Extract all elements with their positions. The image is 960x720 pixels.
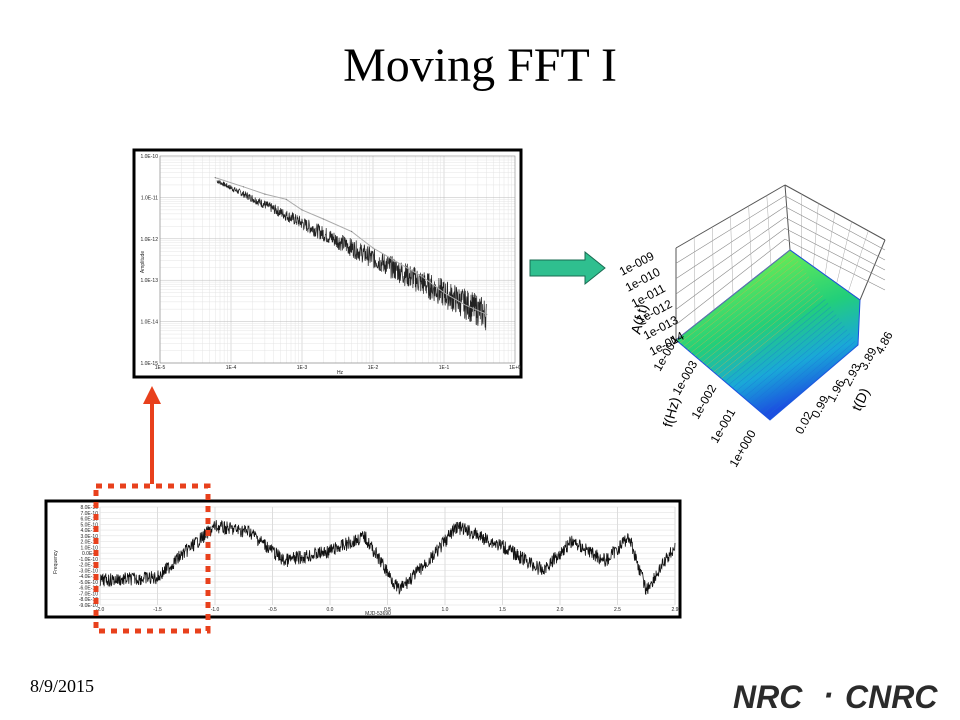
spectrum-x-tick: 1E-5 bbox=[155, 365, 166, 371]
spectrum-y-tick: 1.0E-14 bbox=[140, 320, 158, 326]
timeseries-x-label: MJD-53690 bbox=[365, 611, 391, 617]
timeseries-x-tick: 0.0 bbox=[327, 607, 334, 613]
spectrum-point bbox=[322, 218, 324, 220]
spectrum-y-label: Amplitude bbox=[140, 251, 146, 273]
spectrum-x-tick: 1E-4 bbox=[226, 365, 237, 371]
surface-lines bbox=[675, 249, 859, 421]
timeseries-y-tick: 3.0E-10 bbox=[80, 534, 98, 540]
timeseries-y-tick: -4.0E-10 bbox=[79, 574, 98, 580]
logo-right: CNRC bbox=[845, 679, 938, 715]
spectrum-x-tick: 1E-2 bbox=[368, 365, 379, 371]
spectrum-x-tick: 1E+0 bbox=[509, 365, 521, 371]
spectrum-chart: 1.0E-10 1.0E-11 1.0E-12 1.0E-13 1.0E-14 1.0E-… bbox=[132, 148, 523, 379]
spectrum-series bbox=[214, 177, 488, 315]
timeseries-y-tick: 2.0E-10 bbox=[80, 540, 98, 546]
timeseries-x-tick: 2.0 bbox=[557, 607, 564, 613]
timeseries-y-tick: -9.0E-10 bbox=[79, 603, 98, 609]
spectrum-point bbox=[486, 313, 488, 315]
surface-f-label: f(Hz) bbox=[659, 395, 682, 428]
timeseries-y-tick: -1.0E-10 bbox=[79, 557, 98, 563]
spectrum-point bbox=[422, 276, 424, 278]
surface-f-tick: 1e-003 bbox=[669, 358, 700, 398]
logo-sep: · bbox=[823, 677, 834, 713]
spectrum-point bbox=[301, 209, 303, 211]
spectrum-x-ticks: 1E-5 1E-4 1E-3 1E-2 1E-1 1E+0 bbox=[155, 365, 521, 371]
timeseries-grid bbox=[99, 506, 676, 606]
spectrum-y-tick: 1.0E-11 bbox=[141, 195, 158, 201]
spectrum-point bbox=[242, 186, 245, 188]
surface-f-tick: 1e-002 bbox=[688, 382, 719, 422]
spectrum-point bbox=[464, 304, 466, 306]
timeseries-y-tick: 7.0E-10 bbox=[80, 511, 98, 517]
slide-title: Moving FFT I bbox=[343, 39, 617, 92]
timeseries-y-tick: 1.0E-10 bbox=[80, 545, 98, 551]
spectrum-noise-trace bbox=[216, 179, 487, 331]
timeseries-x-tick: 1.0 bbox=[442, 607, 449, 613]
timeseries-x-tick: -1.5 bbox=[153, 607, 162, 613]
timeseries-y-ticks: 8.0E-107.0E-106.0E-105.0E-104.0E-103.0E-… bbox=[79, 505, 98, 609]
spectrum-point bbox=[351, 230, 353, 233]
spectrum-x-label: Hz bbox=[337, 370, 344, 376]
timeseries-x-tick: -2.0 bbox=[96, 607, 105, 613]
timeseries-y-tick: 0.0E+0 bbox=[82, 551, 98, 557]
surface-f-tick: 1e+000 bbox=[726, 427, 758, 469]
timeseries-x-ticks: -2.0 -1.5 -1.0 -0.5 0.0 0.5 1.0 1.5 2.0 2.5 2.9 bbox=[96, 607, 679, 613]
surface-t-label: t(D) bbox=[848, 385, 872, 413]
spectrum-y-tick: 1.0E-15 bbox=[140, 361, 158, 367]
timeseries-x-tick: 2.5 bbox=[614, 607, 621, 613]
timeseries-x-tick: 1.5 bbox=[499, 607, 506, 613]
timeseries-y-label: Frequency bbox=[53, 550, 59, 574]
spectrum-y-tick: 1.0E-12 bbox=[140, 237, 158, 243]
timeseries-x-tick: -1.0 bbox=[211, 607, 220, 613]
moving-window-box bbox=[93, 483, 211, 634]
timeseries-chart: 8.0E-107.0E-106.0E-105.0E-104.0E-103.0E-… bbox=[44, 499, 682, 619]
timeseries-y-tick: -2.0E-10 bbox=[79, 563, 98, 569]
timeseries-x-tick: 2.9 bbox=[672, 607, 679, 613]
timeseries-y-tick: -7.0E-10 bbox=[79, 591, 98, 597]
timeseries-x-tick: 0.5 bbox=[384, 607, 391, 613]
logo-left: NRC bbox=[733, 679, 803, 715]
green-arrow bbox=[529, 250, 606, 286]
timeseries-y-tick: -6.0E-10 bbox=[79, 586, 98, 592]
timeseries-y-tick: 6.0E-10 bbox=[80, 517, 98, 523]
timeseries-y-tick: -8.0E-10 bbox=[79, 597, 98, 603]
surface-f-tick: 1e-001 bbox=[707, 406, 738, 446]
timeseries-y-tick: 4.0E-10 bbox=[80, 528, 98, 534]
spectrum-x-tick: 1E-1 bbox=[439, 365, 450, 371]
timeseries-y-tick: -5.0E-10 bbox=[79, 580, 98, 586]
spectrum-y-ticks: 1.0E-10 1.0E-11 1.0E-12 1.0E-13 1.0E-14 1.0E-… bbox=[140, 154, 158, 367]
timeseries-y-tick: 8.0E-10 bbox=[80, 505, 98, 511]
timeseries-trace bbox=[99, 520, 676, 596]
spectrum-point bbox=[264, 193, 266, 195]
spectrum-x-tick: 1E-3 bbox=[297, 365, 308, 371]
nrc-cnrc-logo: NRC · CNRC bbox=[733, 677, 938, 715]
spectrum-y-tick: 1.0E-10 bbox=[140, 154, 158, 160]
spectrum-y-tick: 1.0E-13 bbox=[140, 278, 158, 284]
surface-z-label: A(f,t) bbox=[627, 302, 650, 335]
spectrum-point bbox=[214, 177, 216, 179]
timeseries-y-tick: 5.0E-10 bbox=[80, 522, 98, 528]
spectrum-grid bbox=[159, 155, 516, 364]
timeseries-x-tick: -0.5 bbox=[268, 607, 277, 613]
red-arrow bbox=[143, 386, 161, 484]
spectrum-point bbox=[443, 292, 445, 294]
spectrum-frame bbox=[132, 148, 523, 379]
spectrum-point bbox=[372, 247, 374, 249]
timeseries-y-tick: -3.0E-10 bbox=[79, 568, 98, 574]
date-label: 8/9/2015 bbox=[30, 676, 95, 696]
spectrum-point bbox=[285, 198, 287, 200]
spectrum-point bbox=[393, 259, 395, 262]
